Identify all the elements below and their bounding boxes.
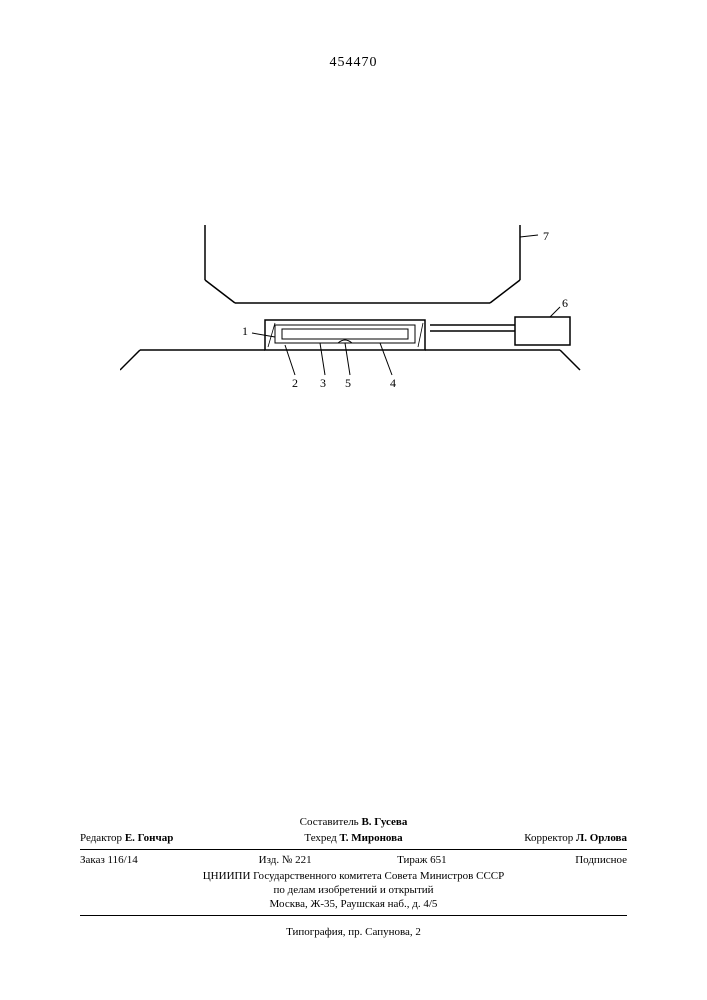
org-line3: Москва, Ж-35, Раушская наб., д. 4/5 (80, 898, 627, 912)
label-5: 5 (345, 376, 351, 390)
org-line2: по делам изобретений и открытий (80, 884, 627, 898)
credits-row: Редактор Е. Гончар Техред Т. Миронова Ко… (80, 832, 627, 846)
label-4: 4 (390, 376, 396, 390)
print-info-row: Заказ 116/14 Изд. № 221 Тираж 651 Подпис… (80, 854, 627, 868)
label-1: 1 (242, 324, 248, 338)
label-6: 6 (562, 296, 568, 310)
typography-line: Типография, пр. Сапунова, 2 (80, 926, 627, 940)
label-3: 3 (320, 376, 326, 390)
label-7: 7 (543, 229, 549, 243)
org-line1: ЦНИИПИ Государственного комитета Совета … (80, 870, 627, 884)
label-2: 2 (292, 376, 298, 390)
technical-figure: 7 6 1 2 3 5 (120, 225, 590, 425)
page-number: 454470 (0, 55, 707, 71)
compiler-line: Составитель В. Гусева (80, 816, 627, 830)
footer-block: Составитель В. Гусева Редактор Е. Гончар… (80, 816, 627, 940)
